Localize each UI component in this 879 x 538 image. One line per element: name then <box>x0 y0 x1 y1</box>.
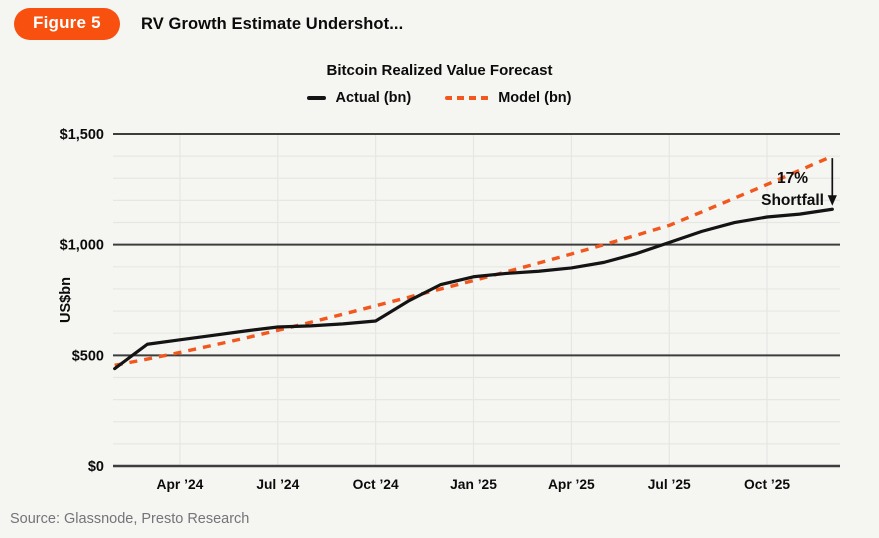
x-tick-label: Apr ’25 <box>548 477 595 492</box>
source-caption: Source: Glassnode, Presto Research <box>10 511 250 527</box>
figure-title: RV Growth Estimate Undershot... <box>141 15 404 33</box>
actual-line-swatch-icon <box>307 96 327 100</box>
model-line <box>114 154 833 367</box>
legend-label-actual: Actual (bn) <box>335 90 412 106</box>
shortfall-annotation-line1: 17% <box>777 170 809 187</box>
shortfall-annotation: 17% Shortfall <box>761 168 824 213</box>
chart-legend: Actual (bn) Model (bn) <box>0 90 879 106</box>
y-tick-label: $0 <box>88 459 104 475</box>
shortfall-arrow-head-icon <box>827 195 837 206</box>
actual-line <box>113 207 834 371</box>
figure-header: Figure 5 RV Growth Estimate Undershot... <box>0 0 879 50</box>
legend-item-model: Model (bn) <box>445 90 572 106</box>
x-tick-label: Oct ’24 <box>353 477 399 492</box>
x-tick-label: Jul ’24 <box>256 477 299 492</box>
shortfall-annotation-line2: Shortfall <box>761 192 824 210</box>
x-tick-label: Oct ’25 <box>744 477 790 492</box>
x-tick-label: Jan ’25 <box>450 477 497 492</box>
legend-item-actual: Actual (bn) <box>307 90 411 106</box>
figure-badge: Figure 5 <box>14 8 120 40</box>
x-tick-label: Jul ’25 <box>648 477 691 492</box>
legend-label-model: Model (bn) <box>498 90 572 106</box>
y-tick-label: $500 <box>72 348 104 364</box>
model-line-swatch-icon <box>445 96 490 100</box>
y-tick-label: $1,000 <box>60 238 104 254</box>
chart-title: Bitcoin Realized Value Forecast <box>326 62 553 79</box>
x-tick-label: Apr ’24 <box>157 477 204 492</box>
y-tick-label: $1,500 <box>60 127 104 143</box>
